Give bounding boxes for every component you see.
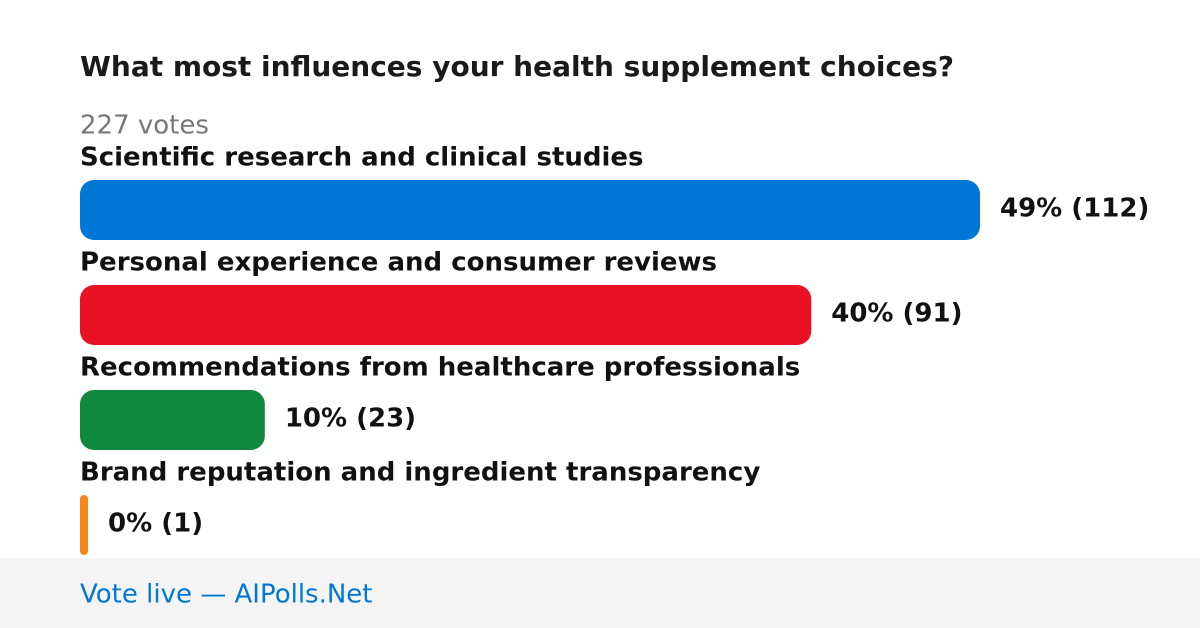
bar: [80, 180, 980, 240]
option-label: Scientific research and clinical studies: [80, 143, 644, 173]
footer-bar: [0, 558, 1200, 628]
option-label: Personal experience and consumer reviews: [80, 248, 717, 278]
footer-link[interactable]: Vote live — AIPolls.Net: [80, 580, 373, 610]
bar: [80, 285, 812, 345]
value-label: 49% (112): [1000, 194, 1149, 224]
value-label: 40% (91): [831, 299, 962, 329]
option-label: Brand reputation and ingredient transpar…: [80, 458, 760, 488]
bar: [80, 495, 89, 555]
vote-count: 227 votes: [80, 111, 209, 141]
chart-title: What most influences your health supplem…: [80, 50, 954, 83]
option-label: Recommendations from healthcare professi…: [80, 353, 800, 383]
value-label: 10% (23): [285, 404, 416, 434]
bar: [80, 390, 265, 450]
value-label: 0% (1): [108, 509, 203, 539]
